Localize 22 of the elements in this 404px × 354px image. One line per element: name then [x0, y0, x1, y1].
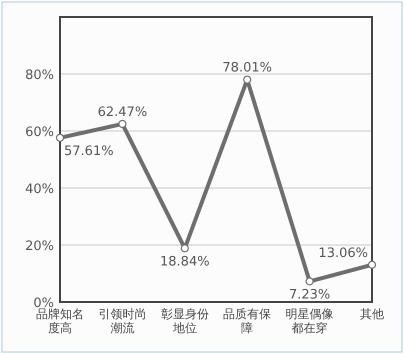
point: [368, 260, 376, 269]
data-label: 62.47%: [98, 104, 148, 120]
data-label: 13.06%: [318, 246, 368, 261]
data-label: 57.61%: [64, 144, 114, 159]
data-label: 18.84%: [160, 254, 210, 270]
y-tick-label: 40%: [25, 182, 54, 197]
y-tick-label: 60%: [25, 125, 54, 140]
y-tick-label: 80%: [25, 68, 54, 83]
y-tick-label: 20%: [25, 239, 54, 254]
x-tick-label: 彰显身份地位: [160, 307, 209, 335]
x-tick-label: 明星偶像都在穿: [286, 307, 334, 335]
point: [243, 76, 252, 84]
x-tick-label: 品质有保障: [223, 307, 272, 335]
point: [56, 134, 64, 142]
x-tick-label: 其他: [360, 307, 384, 321]
point: [180, 244, 189, 252]
data-label: 78.01%: [222, 60, 272, 76]
point: [306, 277, 314, 286]
data-label: 7.23%: [288, 287, 330, 302]
point: [118, 120, 126, 128]
x-tick-label: 引领时尚潮流: [98, 307, 146, 335]
x-tick-label: 品牌知名度高: [36, 307, 84, 335]
